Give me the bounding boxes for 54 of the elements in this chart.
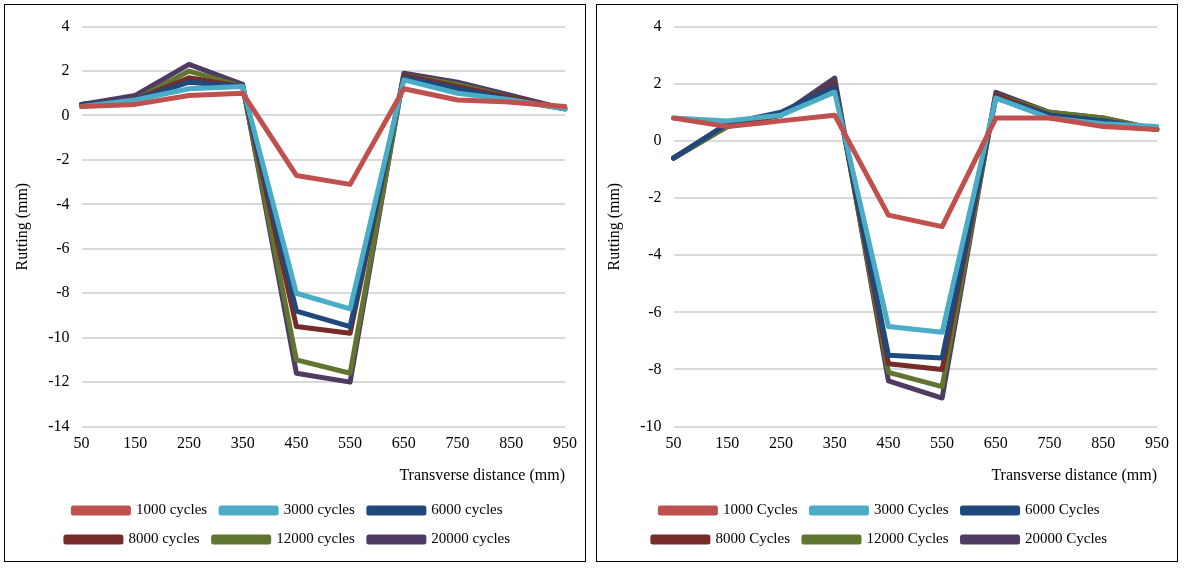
y-axis-title: Rutting (mm) — [12, 182, 31, 271]
y-tick-label: 2 — [653, 73, 662, 91]
legend-label: 6000 Cycles — [1025, 501, 1100, 518]
x-tick-label: 750 — [1037, 434, 1062, 452]
legend-label: 20000 Cycles — [1025, 530, 1108, 547]
y-tick-label: -12 — [48, 372, 70, 390]
x-tick-label: 350 — [822, 434, 847, 452]
x-tick-label: 550 — [930, 434, 955, 452]
x-tick-label: 650 — [391, 434, 416, 452]
y-axis-title: Rutting (mm) — [604, 182, 623, 271]
x-tick-label: 750 — [445, 434, 470, 452]
y-tick-label: -8 — [56, 283, 70, 301]
y-tick-label: -14 — [48, 416, 70, 434]
legend-label: 6000 cycles — [431, 501, 503, 518]
x-tick-label: 250 — [768, 434, 793, 452]
y-tick-label: 4 — [61, 16, 70, 34]
x-tick-label: 950 — [1145, 434, 1169, 452]
legend-label: 20000 cycles — [431, 530, 511, 547]
x-tick-label: 350 — [230, 434, 255, 452]
y-tick-label: -2 — [56, 150, 70, 168]
y-tick-label: -10 — [640, 416, 662, 434]
y-tick-label: 0 — [61, 105, 70, 123]
x-tick-label: 250 — [176, 434, 201, 452]
legend-label: 1000 cycles — [135, 501, 208, 518]
legend-label: 12000 cycles — [276, 530, 356, 547]
x-tick-label: 650 — [983, 434, 1008, 452]
x-tick-label: 50 — [665, 434, 682, 452]
x-tick-label: 450 — [284, 434, 309, 452]
x-axis-title: Transverse distance (mm) — [399, 465, 565, 484]
x-tick-label: 150 — [715, 434, 740, 452]
x-tick-label: 550 — [338, 434, 363, 452]
y-tick-label: -8 — [648, 359, 662, 377]
legend-label: 3000 cycles — [283, 501, 356, 518]
legend-label: 8000 Cycles — [715, 530, 791, 547]
y-tick-label: 0 — [653, 131, 662, 149]
x-tick-label: 450 — [876, 434, 901, 452]
x-tick-label: 950 — [553, 434, 577, 452]
y-tick-label: 2 — [61, 61, 70, 79]
x-tick-label: 850 — [499, 434, 524, 452]
x-tick-label: 50 — [73, 434, 90, 452]
y-tick-label: -4 — [648, 245, 662, 263]
x-tick-label: 850 — [1091, 434, 1116, 452]
legend-label: 8000 cycles — [128, 530, 200, 547]
y-tick-label: -4 — [56, 194, 70, 212]
y-tick-label: -6 — [648, 302, 662, 320]
y-tick-label: -10 — [48, 327, 70, 345]
y-tick-label: -2 — [648, 188, 662, 206]
x-tick-label: 150 — [123, 434, 148, 452]
legend-label: 12000 Cycles — [866, 530, 949, 547]
legend-label: 1000 Cycles — [722, 501, 798, 518]
y-tick-label: 4 — [653, 16, 662, 34]
legend-label: 3000 Cycles — [873, 501, 949, 518]
x-axis-title: Transverse distance (mm) — [991, 465, 1157, 484]
y-tick-label: -6 — [56, 239, 70, 257]
